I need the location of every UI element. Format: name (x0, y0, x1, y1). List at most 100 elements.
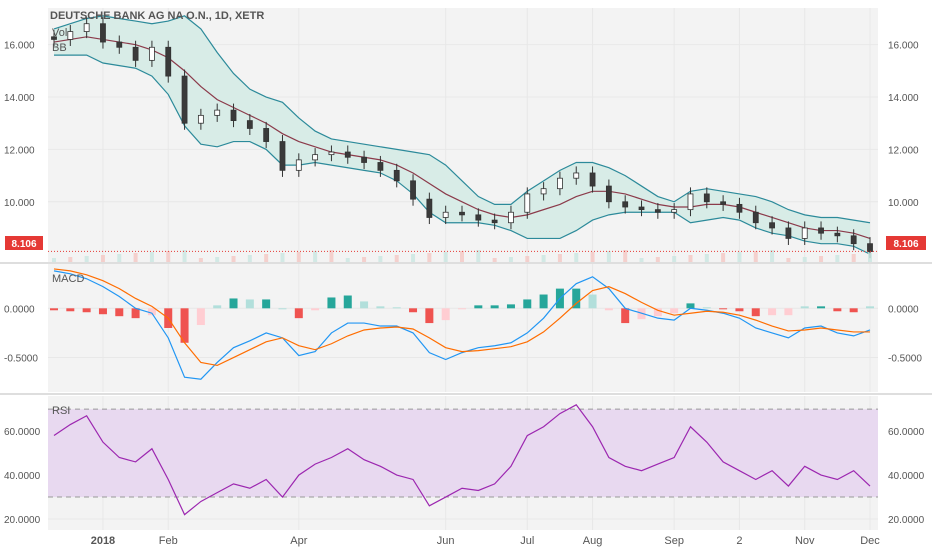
volume-bar (802, 257, 807, 262)
macd-histogram-bar (196, 308, 205, 326)
rsi-y-tick-right: 20.0000 (888, 515, 925, 526)
macd-histogram-bar (768, 308, 777, 316)
bb-indicator-label: BB (52, 42, 67, 54)
volume-bar (329, 250, 334, 262)
volume-bar (525, 256, 530, 262)
volume-bar (672, 256, 677, 262)
candle (246, 120, 253, 129)
macd-histogram-bar (180, 308, 189, 343)
candle (361, 156, 367, 163)
last-price-badge-right: 8.106 (886, 236, 926, 250)
candle (622, 201, 629, 208)
price-y-tick-right: 14.000 (888, 93, 919, 104)
rsi-y-tick-left: 60.0000 (4, 427, 41, 438)
macd-histogram-bar (833, 308, 842, 312)
x-tick-label: 2018 (91, 535, 115, 547)
volume-bar (345, 258, 350, 262)
rsi-y-tick-left: 20.0000 (4, 515, 41, 526)
macd-histogram-bar (735, 308, 744, 312)
macd-histogram-bar (751, 308, 760, 317)
candle (540, 188, 547, 195)
macd-histogram-bar (425, 308, 434, 324)
volume-bar (623, 250, 628, 262)
candle (426, 198, 433, 218)
candle (67, 31, 74, 40)
macd-histogram-bar (653, 308, 662, 317)
macd-histogram-bar (392, 307, 401, 309)
volume-bar (590, 252, 595, 262)
candle (785, 227, 792, 239)
volume-bar (68, 257, 73, 262)
candle (589, 172, 596, 187)
rsi-y-tick-left: 40.0000 (4, 471, 41, 482)
volume-bar (231, 256, 236, 262)
volume-bar (133, 253, 138, 262)
candle (377, 162, 384, 171)
macd-histogram-bar (702, 307, 711, 309)
macd-y-tick-left: -0.5000 (4, 354, 38, 365)
candle (51, 36, 57, 40)
macd-y-tick-left: 0.0000 (4, 304, 35, 315)
volume-bar (84, 256, 89, 262)
volume-bar (688, 255, 693, 262)
macd-histogram-bar (441, 308, 450, 321)
rsi-pane-label: RSI (52, 405, 70, 417)
candle (165, 46, 172, 77)
volume-bar (868, 253, 872, 262)
volume-bar (704, 254, 709, 262)
last-price-badge-left: 8.106 (5, 236, 43, 250)
candle (834, 232, 841, 237)
price-y-tick-right: 16.000 (888, 41, 919, 52)
candle (867, 243, 873, 252)
macd-histogram-bar (82, 308, 91, 313)
candle (703, 193, 710, 203)
volume-bar (574, 253, 579, 262)
candle (410, 180, 416, 200)
macd-histogram-bar (376, 306, 385, 309)
volume-bar (541, 255, 546, 262)
macd-histogram-bar (343, 295, 352, 309)
macd-histogram-bar (866, 306, 874, 309)
candle (442, 211, 449, 218)
volume-bar (508, 257, 513, 262)
candle (524, 193, 531, 213)
macd-histogram-bar (213, 305, 222, 309)
candle (654, 209, 661, 213)
macd-histogram-bar (621, 308, 630, 324)
candle (752, 211, 759, 224)
candle (687, 193, 694, 211)
bb-basis-line (53, 36, 871, 240)
volume-bar (851, 254, 856, 262)
volume-bar (313, 251, 318, 262)
macd-histogram-bar (670, 308, 679, 314)
price-y-tick-right: 10.000 (888, 198, 919, 209)
candle (671, 209, 678, 213)
candle (197, 114, 204, 124)
x-tick-label: Sep (664, 535, 684, 547)
macd-histogram-bar (262, 299, 271, 309)
candle (83, 23, 90, 32)
volume-bar (835, 255, 840, 262)
candle (328, 151, 335, 156)
macd-histogram-bar (458, 308, 466, 310)
macd-histogram-bar (604, 308, 613, 311)
candle (132, 46, 139, 61)
price-y-tick-right: 12.000 (888, 145, 919, 156)
macd-histogram-bar (784, 308, 793, 316)
candle (769, 222, 775, 229)
volume-bar (280, 253, 285, 262)
x-tick-label: Aug (583, 535, 603, 547)
volume-bar (721, 253, 726, 262)
candle (295, 159, 302, 171)
macd-histogram-bar (490, 305, 499, 309)
macd-histogram-bar (311, 308, 320, 311)
macd-histogram-bar (278, 308, 287, 310)
candle (638, 206, 645, 211)
volume-bar (460, 251, 464, 262)
volume-bar (215, 257, 220, 262)
candle (736, 203, 743, 213)
x-tick-label: Feb (159, 535, 178, 547)
volume-bar (770, 250, 775, 262)
